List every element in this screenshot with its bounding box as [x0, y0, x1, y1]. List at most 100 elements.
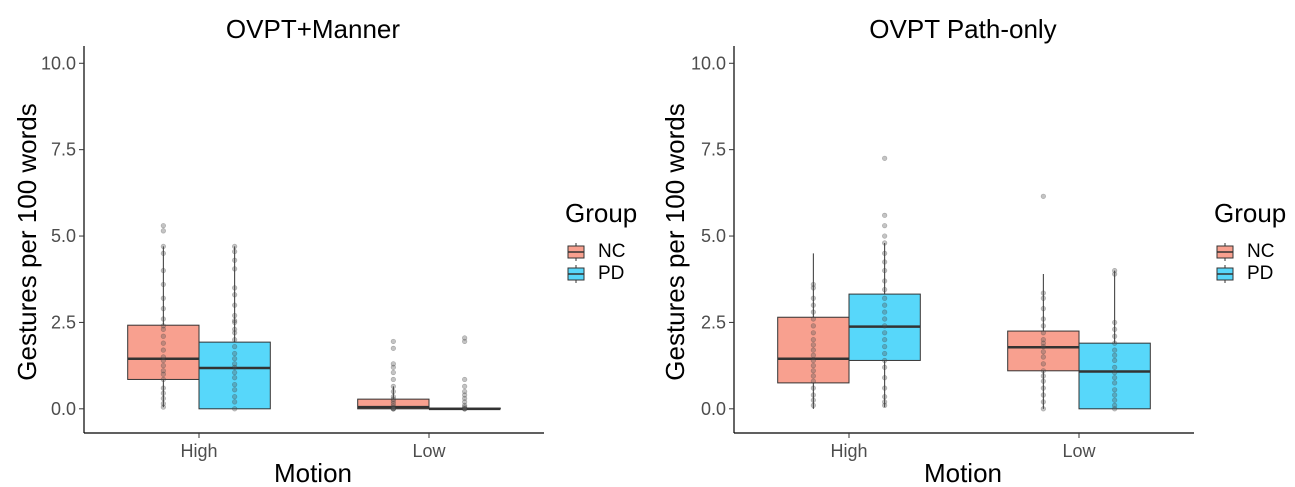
data-point [1040, 354, 1046, 360]
data-point [882, 357, 888, 364]
data-point [1040, 378, 1046, 384]
data-point [882, 394, 888, 400]
data-point [232, 344, 238, 350]
data-point [810, 378, 816, 384]
data-point [1112, 387, 1118, 393]
data-point [160, 306, 166, 312]
data-point [810, 392, 816, 398]
data-point [882, 287, 888, 293]
data-point [882, 223, 888, 229]
data-point [390, 398, 396, 404]
data-point [1040, 361, 1046, 367]
y-tick-label: 0.0 [701, 399, 726, 419]
data-point [160, 368, 166, 374]
box [127, 324, 200, 380]
data-point [1112, 364, 1118, 370]
data-point [810, 281, 816, 288]
data-point [882, 155, 888, 161]
data-point [1112, 333, 1118, 339]
data-point [462, 388, 468, 395]
data-point [232, 399, 238, 405]
data-point [882, 250, 888, 256]
data-point [232, 382, 238, 388]
data-point [390, 364, 396, 370]
data-point [232, 248, 238, 255]
data-point [882, 240, 888, 246]
data-point [160, 354, 166, 360]
x-axis-title: Motion [274, 458, 352, 487]
data-point [882, 375, 888, 381]
x-tick-label: Low [1062, 441, 1096, 461]
data-point [160, 401, 166, 407]
data-point [160, 347, 166, 353]
data-point [810, 342, 816, 348]
data-point [232, 318, 238, 324]
data-point [462, 406, 468, 412]
data-point [232, 326, 238, 332]
data-point [160, 295, 166, 301]
data-point [462, 404, 468, 410]
data-point [810, 316, 816, 322]
data-point [160, 404, 166, 410]
data-point [1112, 369, 1118, 376]
data-point [810, 347, 816, 353]
data-point [882, 402, 888, 408]
data-point [882, 337, 888, 343]
data-point [232, 285, 238, 291]
data-point [160, 250, 166, 256]
data-point [882, 267, 888, 274]
legend-label-nc: NC [598, 241, 625, 262]
data-point [232, 302, 238, 308]
data-point [390, 376, 396, 383]
data-point [882, 344, 888, 350]
data-point [1112, 392, 1118, 398]
data-point [810, 385, 816, 391]
data-point [1040, 368, 1046, 374]
data-point [160, 390, 166, 396]
y-axis-title: Gestures per 100 words [660, 103, 690, 380]
data-point [1040, 295, 1046, 301]
box-pd-high [198, 243, 271, 412]
data-point [810, 357, 816, 364]
y-tick-label: 10.0 [691, 53, 726, 73]
data-point [232, 369, 238, 376]
data-point [232, 350, 238, 357]
data-point [232, 266, 238, 272]
data-point [1040, 399, 1046, 405]
data-point [462, 395, 468, 402]
data-point [232, 394, 238, 400]
box [777, 316, 850, 384]
data-point [160, 363, 166, 369]
legend-title: Group [565, 198, 637, 228]
box-nc-high [127, 223, 200, 410]
data-point [1112, 319, 1118, 326]
data-point [462, 402, 468, 408]
data-point [232, 364, 238, 370]
data-point [462, 335, 468, 341]
data-point [390, 369, 396, 376]
data-point [390, 401, 396, 407]
y-tick-labels: 0.0 2.5 5.0 7.5 10.0 [41, 53, 76, 419]
x-tick-labels: High Low [180, 441, 446, 461]
data-point [882, 212, 888, 218]
data-point [160, 376, 166, 383]
legend-label-nc: NC [1247, 241, 1274, 262]
data-point [1040, 290, 1046, 296]
y-tick-label: 2.5 [51, 312, 76, 332]
data-point [462, 406, 468, 412]
data-point [462, 376, 468, 383]
data-point [390, 383, 396, 389]
data-point [810, 352, 816, 358]
legend: Group NC PD [565, 198, 637, 284]
data-point [810, 397, 816, 403]
data-point [1112, 267, 1118, 274]
data-point [810, 330, 816, 336]
data-point [462, 392, 468, 398]
legend: Group NC PD [1214, 198, 1286, 284]
data-point [1112, 406, 1118, 412]
data-point [882, 399, 888, 405]
y-tick-label: 5.0 [701, 226, 726, 246]
data-point [882, 364, 888, 370]
data-point [232, 319, 238, 326]
